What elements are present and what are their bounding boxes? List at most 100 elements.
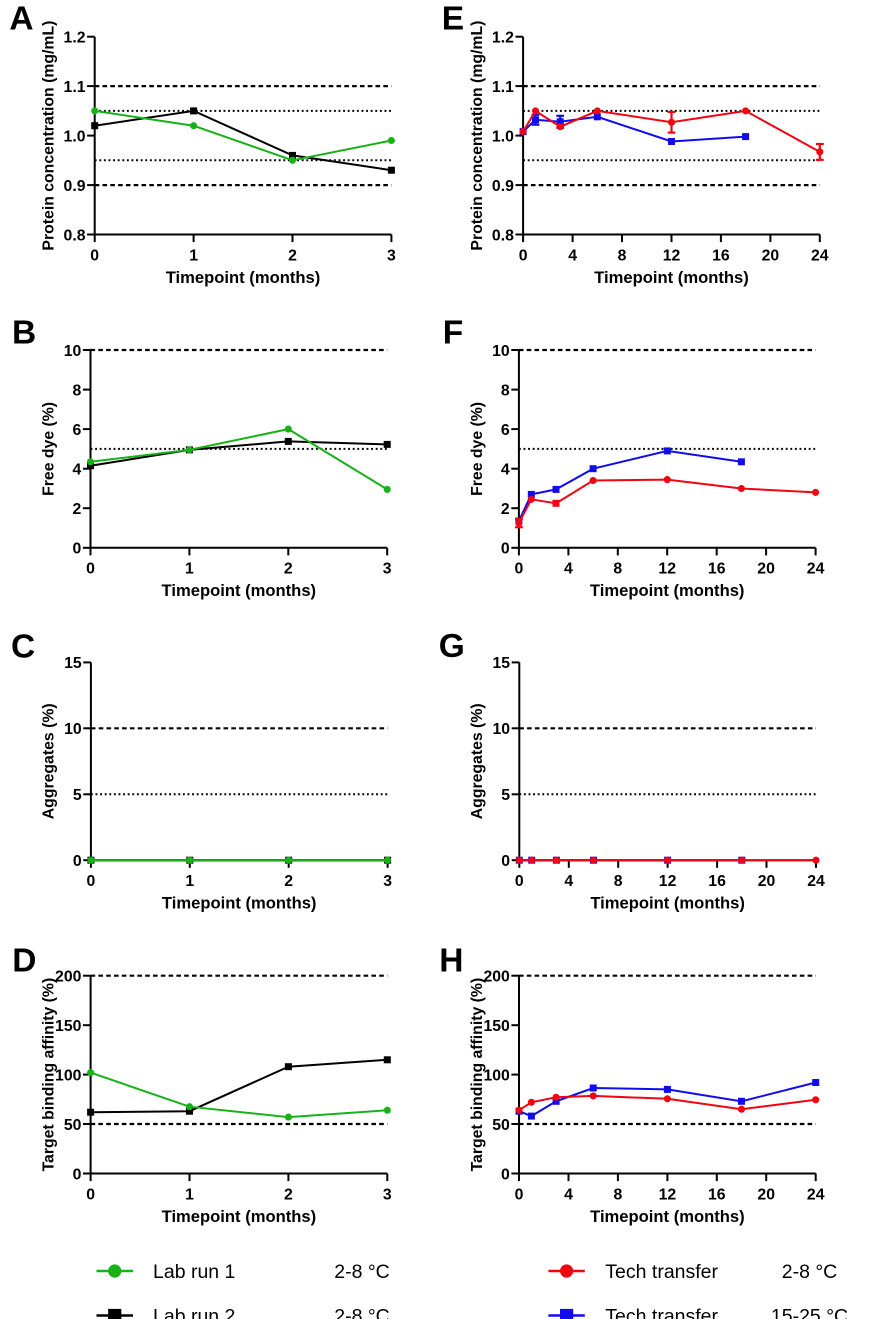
- svg-text:100: 100: [55, 1067, 82, 1084]
- svg-text:150: 150: [483, 1018, 510, 1035]
- svg-text:0.9: 0.9: [492, 178, 514, 195]
- svg-text:2: 2: [288, 247, 297, 264]
- svg-text:6: 6: [501, 422, 510, 439]
- svg-text:3: 3: [383, 561, 392, 578]
- svg-text:1: 1: [185, 873, 194, 890]
- svg-text:4: 4: [564, 561, 573, 578]
- svg-text:50: 50: [492, 1117, 510, 1134]
- svg-text:15-25 °C: 15-25 °C: [771, 1305, 848, 1319]
- svg-text:20: 20: [757, 1186, 775, 1203]
- svg-text:Timepoint (months): Timepoint (months): [590, 581, 745, 600]
- svg-text:0: 0: [87, 873, 96, 890]
- svg-text:8: 8: [73, 382, 82, 399]
- svg-text:24: 24: [807, 1186, 825, 1203]
- svg-text:0: 0: [86, 1186, 95, 1203]
- svg-text:Protein concentration (mg/mL): Protein concentration (mg/mL): [40, 21, 57, 251]
- svg-text:24: 24: [807, 873, 825, 890]
- svg-text:2-8 °C: 2-8 °C: [334, 1261, 389, 1283]
- svg-text:0: 0: [515, 561, 524, 578]
- svg-text:3: 3: [383, 1186, 392, 1203]
- svg-text:0: 0: [73, 1166, 82, 1183]
- svg-text:Free dye (%): Free dye (%): [469, 402, 486, 496]
- svg-text:20: 20: [758, 873, 776, 890]
- svg-text:8: 8: [618, 247, 627, 264]
- svg-text:Target binding affinity (%): Target binding affinity (%): [469, 978, 486, 1172]
- svg-text:10: 10: [64, 721, 82, 738]
- svg-text:6: 6: [73, 422, 82, 439]
- svg-text:1.1: 1.1: [64, 79, 86, 96]
- svg-text:0.8: 0.8: [64, 227, 86, 244]
- svg-text:8: 8: [614, 873, 623, 890]
- svg-text:1.0: 1.0: [492, 128, 514, 145]
- svg-text:16: 16: [712, 247, 730, 264]
- svg-text:Timepoint (months): Timepoint (months): [162, 894, 317, 913]
- svg-text:2: 2: [284, 1186, 293, 1203]
- svg-text:2: 2: [284, 873, 293, 890]
- svg-text:12: 12: [658, 561, 676, 578]
- svg-text:Aggregates (%): Aggregates (%): [469, 703, 486, 819]
- svg-text:Timepoint (months): Timepoint (months): [162, 581, 317, 600]
- svg-text:1.0: 1.0: [64, 128, 86, 145]
- svg-text:16: 16: [708, 561, 726, 578]
- svg-text:12: 12: [659, 873, 677, 890]
- svg-text:2-8 °C: 2-8 °C: [782, 1261, 837, 1283]
- svg-text:Target binding affinity (%): Target binding affinity (%): [40, 978, 57, 1172]
- svg-text:100: 100: [483, 1067, 510, 1084]
- svg-text:0.9: 0.9: [64, 178, 86, 195]
- svg-text:Free dye (%): Free dye (%): [40, 402, 57, 496]
- svg-text:4: 4: [564, 1186, 573, 1203]
- svg-text:0: 0: [90, 247, 99, 264]
- svg-text:C: C: [11, 629, 35, 666]
- svg-text:0: 0: [501, 1166, 510, 1183]
- svg-text:4: 4: [73, 462, 82, 479]
- svg-text:Timepoint (months): Timepoint (months): [166, 268, 321, 287]
- svg-text:1.2: 1.2: [492, 30, 514, 47]
- svg-text:2-8 °C: 2-8 °C: [334, 1305, 389, 1319]
- svg-text:2: 2: [501, 501, 510, 518]
- svg-text:Timepoint (months): Timepoint (months): [594, 268, 749, 287]
- svg-text:H: H: [439, 942, 463, 979]
- svg-text:24: 24: [807, 561, 825, 578]
- svg-text:F: F: [443, 314, 463, 351]
- svg-text:12: 12: [663, 247, 681, 264]
- svg-text:2: 2: [73, 501, 82, 518]
- svg-text:24: 24: [811, 247, 829, 264]
- svg-text:200: 200: [55, 969, 82, 986]
- svg-text:8: 8: [614, 1186, 623, 1203]
- svg-text:15: 15: [64, 655, 82, 672]
- svg-text:1.2: 1.2: [64, 30, 86, 47]
- svg-text:Tech transfer: Tech transfer: [605, 1305, 718, 1319]
- svg-text:5: 5: [501, 787, 510, 804]
- svg-text:Aggregates (%): Aggregates (%): [40, 703, 57, 819]
- svg-text:1: 1: [185, 561, 194, 578]
- svg-text:16: 16: [708, 1186, 726, 1203]
- svg-text:10: 10: [492, 343, 510, 360]
- svg-text:20: 20: [762, 247, 780, 264]
- svg-text:150: 150: [55, 1018, 82, 1035]
- svg-text:1: 1: [189, 247, 198, 264]
- svg-text:200: 200: [483, 969, 510, 986]
- svg-text:1: 1: [185, 1186, 194, 1203]
- svg-text:10: 10: [64, 343, 82, 360]
- svg-text:4: 4: [564, 873, 573, 890]
- svg-text:15: 15: [493, 655, 511, 672]
- svg-text:2: 2: [284, 561, 293, 578]
- svg-text:0: 0: [501, 541, 510, 558]
- svg-text:Timepoint (months): Timepoint (months): [162, 1207, 317, 1226]
- svg-text:G: G: [439, 628, 465, 665]
- svg-text:Timepoint (months): Timepoint (months): [590, 1207, 745, 1226]
- svg-text:0: 0: [86, 561, 95, 578]
- svg-text:20: 20: [757, 561, 775, 578]
- svg-text:0: 0: [519, 247, 528, 264]
- svg-text:0: 0: [73, 853, 82, 870]
- svg-text:Tech transfer: Tech transfer: [605, 1261, 718, 1283]
- svg-text:0: 0: [501, 853, 510, 870]
- svg-text:4: 4: [501, 462, 510, 479]
- svg-text:0.8: 0.8: [492, 227, 514, 244]
- svg-text:0: 0: [515, 1186, 524, 1203]
- svg-text:8: 8: [501, 382, 510, 399]
- svg-text:10: 10: [493, 721, 511, 738]
- svg-text:B: B: [12, 314, 36, 351]
- svg-text:1.1: 1.1: [492, 79, 514, 96]
- svg-text:4: 4: [568, 247, 577, 264]
